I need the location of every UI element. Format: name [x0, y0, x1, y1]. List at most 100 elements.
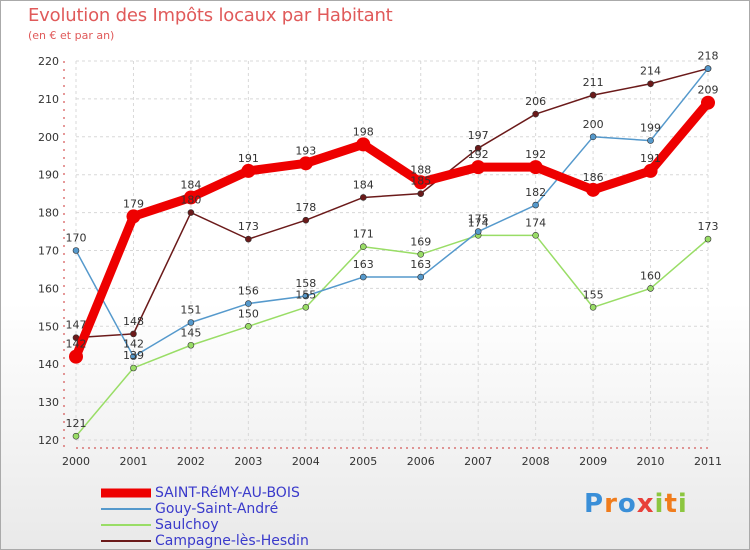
x-tick-label: 2010: [637, 455, 665, 468]
data-label: 148: [123, 315, 144, 328]
legend-item-saulchoy: Saulchoy: [101, 517, 401, 533]
series-line: [75, 67, 709, 339]
data-label: 150: [238, 307, 259, 320]
data-label: 178: [295, 201, 316, 214]
series-point: [704, 65, 712, 72]
series-point: [704, 235, 712, 243]
data-label: 163: [353, 258, 374, 271]
data-label: 121: [66, 417, 87, 430]
chart-subtitle: (en € et par an): [28, 29, 115, 42]
x-tick-label: 2003: [234, 455, 262, 468]
legend: SAINT-RéMY-AU-BOIS Gouy-Saint-André Saul…: [101, 485, 401, 549]
series-point: [647, 137, 654, 144]
series-point: [474, 228, 482, 235]
data-label: 218: [698, 50, 719, 63]
series-point: [359, 243, 367, 251]
data-label: 139: [123, 349, 144, 362]
legend-item-saint-remy: SAINT-RéMY-AU-BOIS: [101, 485, 401, 501]
data-label: 214: [640, 65, 661, 78]
y-tick-label: 200: [38, 131, 59, 144]
legend-label: Saulchoy: [155, 517, 219, 533]
logo-letter: r: [604, 489, 618, 519]
data-label: 192: [525, 148, 546, 161]
data-label: 173: [698, 220, 719, 233]
data-label: 145: [180, 326, 201, 339]
legend-label: Campagne-lès-Hesdin: [155, 533, 309, 549]
data-label: 197: [468, 129, 489, 142]
y-tick-label: 140: [38, 358, 59, 371]
x-tick-label: 2000: [62, 455, 90, 468]
series-point: [589, 91, 597, 99]
data-label: 200: [583, 118, 604, 131]
series-point: [647, 285, 654, 292]
series-point: [701, 95, 715, 110]
legend-item-gouy: Gouy-Saint-André: [101, 501, 401, 517]
data-label: 158: [295, 277, 316, 290]
series-point: [532, 201, 539, 209]
x-tick-label: 2005: [349, 455, 377, 468]
data-label: 155: [295, 288, 316, 301]
legend-swatch: [101, 488, 151, 498]
series-point: [187, 319, 195, 326]
legend-swatch: [101, 508, 151, 510]
data-label: 179: [123, 197, 144, 210]
series-point: [359, 273, 367, 281]
data-label: 147: [66, 319, 87, 332]
legend-swatch: [101, 524, 151, 526]
data-label: 142: [66, 338, 87, 351]
series-point: [183, 190, 198, 205]
data-label: 184: [353, 178, 374, 191]
series-point: [69, 349, 83, 364]
series-point: [356, 137, 371, 152]
x-tick-label: 2004: [292, 455, 320, 468]
data-label: 151: [180, 304, 201, 317]
series-point: [532, 232, 539, 239]
series-point: [241, 163, 256, 178]
series-point: [359, 194, 367, 201]
legend-label: Gouy-Saint-André: [155, 501, 279, 517]
y-tick-label: 120: [38, 434, 59, 447]
data-label: 186: [583, 171, 604, 184]
data-label: 199: [640, 122, 661, 135]
series-point: [302, 304, 310, 311]
data-label: 192: [468, 148, 489, 161]
series-point: [302, 292, 310, 300]
data-label: 174: [525, 216, 546, 229]
data-label: 209: [698, 84, 719, 97]
x-tick-label: 2008: [522, 455, 550, 468]
series-point: [130, 353, 137, 360]
y-tick-label: 210: [38, 93, 59, 106]
data-label: 156: [238, 285, 259, 298]
series-point: [589, 304, 597, 311]
data-label: 198: [353, 125, 374, 138]
y-tick-label: 220: [38, 55, 59, 68]
x-tick-label: 2009: [579, 455, 607, 468]
series-line: [75, 234, 709, 437]
series-point: [471, 160, 486, 175]
proxiti-logo: Proxiti: [584, 489, 688, 519]
series-point: [187, 341, 195, 349]
series-point: [72, 432, 80, 440]
series-line: [71, 99, 712, 359]
series-point: [130, 330, 137, 338]
series-point: [417, 250, 425, 258]
x-tick-label: 2002: [177, 455, 205, 468]
y-tick-label: 180: [38, 207, 59, 220]
series-point: [302, 216, 310, 224]
data-label: 184: [180, 178, 201, 191]
data-label: 163: [410, 258, 431, 271]
data-label: 175: [468, 213, 489, 226]
logo-letter: o: [617, 489, 637, 519]
chart-title: Evolution des Impôts locaux par Habitant: [28, 5, 393, 26]
data-label: 173: [238, 220, 259, 233]
x-tick-label: 2001: [119, 455, 147, 468]
data-label: 185: [410, 175, 431, 188]
series-point: [187, 209, 195, 216]
data-label: 180: [180, 194, 201, 207]
data-label: 188: [410, 163, 431, 176]
y-tick-label: 150: [38, 320, 59, 333]
logo-letter: P: [584, 489, 605, 519]
data-label: 182: [525, 186, 546, 199]
y-tick-label: 190: [38, 169, 59, 182]
series-point: [586, 182, 601, 197]
